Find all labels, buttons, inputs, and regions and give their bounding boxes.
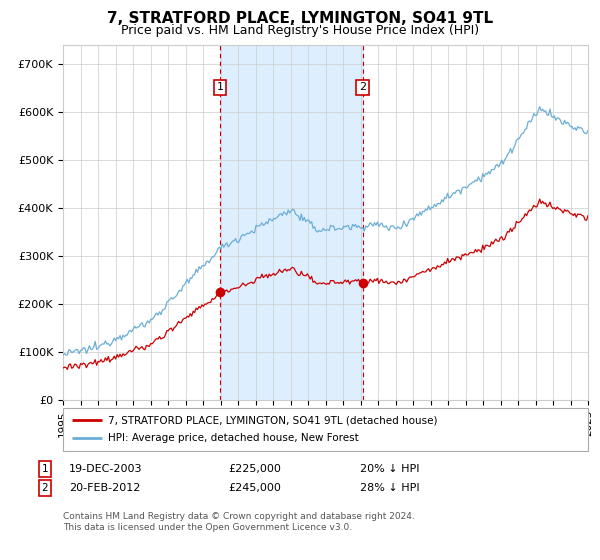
Text: 1: 1 — [217, 82, 223, 92]
Text: 19-DEC-2003: 19-DEC-2003 — [69, 464, 143, 474]
Text: Contains HM Land Registry data © Crown copyright and database right 2024.
This d: Contains HM Land Registry data © Crown c… — [63, 512, 415, 532]
Text: 1: 1 — [41, 464, 49, 474]
Text: 28% ↓ HPI: 28% ↓ HPI — [360, 483, 419, 493]
Text: 2: 2 — [359, 82, 367, 92]
Text: 7, STRATFORD PLACE, LYMINGTON, SO41 9TL: 7, STRATFORD PLACE, LYMINGTON, SO41 9TL — [107, 11, 493, 26]
Text: Price paid vs. HM Land Registry's House Price Index (HPI): Price paid vs. HM Land Registry's House … — [121, 24, 479, 36]
Text: £225,000: £225,000 — [228, 464, 281, 474]
Text: 20-FEB-2012: 20-FEB-2012 — [69, 483, 140, 493]
Bar — [220, 45, 363, 400]
Text: £245,000: £245,000 — [228, 483, 281, 493]
Text: 20% ↓ HPI: 20% ↓ HPI — [360, 464, 419, 474]
Text: 2: 2 — [41, 483, 49, 493]
Text: HPI: Average price, detached house, New Forest: HPI: Average price, detached house, New … — [108, 433, 359, 443]
Text: 7, STRATFORD PLACE, LYMINGTON, SO41 9TL (detached house): 7, STRATFORD PLACE, LYMINGTON, SO41 9TL … — [108, 415, 437, 425]
